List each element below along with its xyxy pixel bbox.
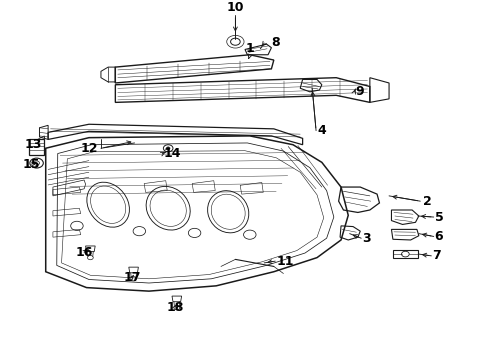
Circle shape [166, 147, 170, 150]
Text: 8: 8 [271, 36, 280, 49]
Text: 16: 16 [75, 246, 93, 259]
Text: 2: 2 [423, 195, 431, 208]
Text: 14: 14 [163, 147, 181, 160]
Text: 3: 3 [363, 232, 371, 245]
Text: 15: 15 [23, 158, 40, 171]
Text: 18: 18 [167, 301, 184, 314]
Text: 13: 13 [25, 138, 43, 151]
Text: 5: 5 [435, 211, 443, 224]
Text: 1: 1 [245, 42, 254, 55]
Text: 7: 7 [432, 249, 441, 262]
Text: 12: 12 [81, 142, 98, 155]
Text: 6: 6 [435, 230, 443, 243]
Text: 17: 17 [123, 270, 141, 284]
Text: 9: 9 [355, 85, 364, 98]
Text: 10: 10 [227, 1, 244, 14]
Text: 4: 4 [317, 124, 326, 137]
Text: 11: 11 [276, 255, 294, 267]
